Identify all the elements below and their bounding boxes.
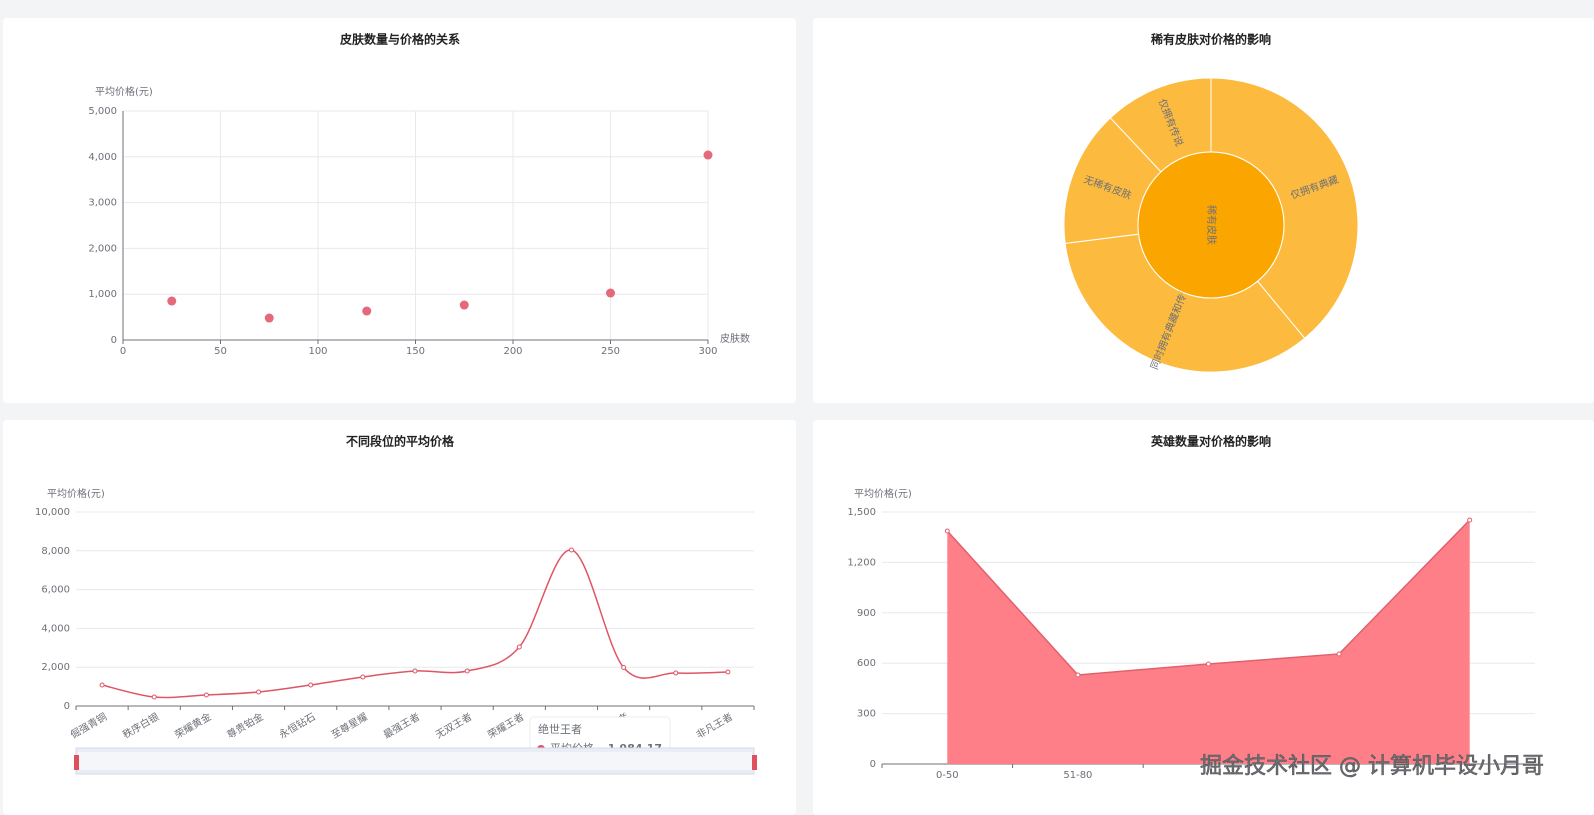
zoom-handle[interactable] (752, 755, 757, 770)
point (568, 547, 574, 553)
chart-title: 皮肤数量与价格的关系 (339, 32, 460, 47)
tooltip-title: 绝世王者 (538, 722, 582, 736)
point (516, 644, 522, 650)
y-tick-label: 900 (857, 608, 876, 619)
x-tick-label: 100 (308, 346, 327, 357)
point (412, 668, 418, 674)
point (1467, 517, 1473, 523)
zoom-window[interactable] (78, 752, 752, 770)
y-axis-name: 平均价格(元) (95, 85, 153, 98)
y-tick-label: 1,200 (847, 557, 876, 568)
watermark: 掘金技术社区 @ 计算机毕设小月哥 (1200, 754, 1544, 779)
y-axis-name: 平均价格(元) (854, 487, 912, 500)
point (256, 689, 262, 695)
point (673, 670, 679, 676)
point (606, 288, 615, 298)
point (362, 306, 372, 316)
x-axis-name: 皮肤数 (720, 332, 750, 345)
x-tick-label: 250 (601, 346, 620, 357)
chart-title: 不同段位的平均价格 (346, 434, 455, 449)
y-axis-name: 平均价格(元) (47, 487, 105, 500)
y-tick-label: 2,000 (41, 662, 70, 673)
y-tick-label: 6,000 (41, 585, 70, 596)
point (99, 682, 105, 688)
root-label: 稀有皮肤 (1205, 205, 1218, 245)
point (360, 674, 366, 680)
y-tick-label: 300 (857, 709, 876, 720)
point (621, 665, 627, 671)
sunburst-root (1137, 151, 1285, 299)
data-zoom[interactable] (74, 747, 757, 775)
x-tick-label: 300 (698, 346, 717, 357)
y-tick-label: 2,000 (88, 243, 117, 254)
x-tick-label: 200 (503, 346, 522, 357)
point (151, 694, 157, 700)
x-tick-label: 150 (406, 346, 425, 357)
point (264, 313, 274, 323)
y-tick-label: 10,000 (35, 507, 70, 518)
x-tick-label: 50 (214, 346, 227, 357)
point (464, 668, 470, 674)
x-tick-label: 0-50 (936, 770, 959, 781)
point (703, 150, 713, 160)
point (308, 682, 314, 688)
area (947, 520, 1470, 764)
y-tick-label: 5,000 (88, 106, 117, 117)
y-tick-label: 1,000 (88, 289, 117, 300)
chart-title: 英雄数量对价格的影响 (1151, 434, 1271, 449)
y-tick-label: 4,000 (88, 152, 117, 163)
point (203, 692, 209, 698)
y-tick-label: 0 (111, 335, 117, 346)
panel (3, 18, 796, 403)
y-tick-label: 0 (64, 701, 70, 712)
panel (3, 420, 796, 815)
y-tick-label: 600 (857, 658, 876, 669)
point (1336, 651, 1342, 657)
chart-title: 稀有皮肤对价格的影响 (1151, 32, 1271, 47)
y-tick-label: 1,500 (847, 507, 876, 518)
point (944, 528, 950, 534)
point (1075, 672, 1081, 678)
x-tick-label: 0 (120, 346, 126, 357)
y-tick-label: 4,000 (41, 623, 70, 634)
point (459, 300, 469, 310)
y-tick-label: 3,000 (88, 198, 117, 209)
point (167, 296, 177, 306)
y-tick-label: 0 (870, 759, 876, 770)
zoom-handle[interactable] (74, 755, 79, 770)
point (1206, 661, 1211, 667)
point (725, 669, 731, 675)
x-tick-label: 51-80 (1063, 770, 1092, 781)
y-tick-label: 8,000 (41, 546, 70, 557)
